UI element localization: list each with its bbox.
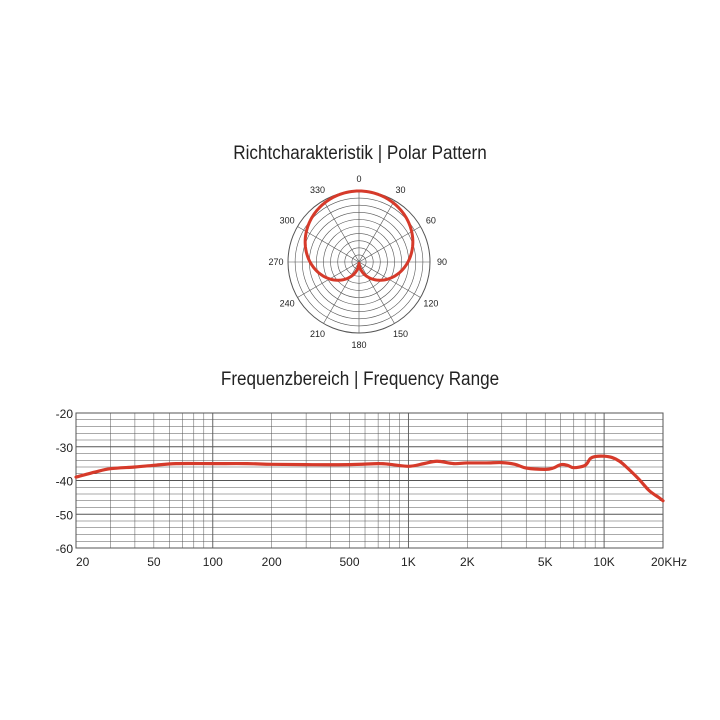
x-tick-label: 2K [460,555,475,569]
x-tick-label: 20KHz [651,555,687,569]
polar-angle-label: 90 [437,257,447,267]
polar-angle-label: 300 [280,216,295,226]
y-tick-label: -40 [56,475,74,489]
x-tick-label: 50 [147,555,161,569]
polar-angle-label: 150 [393,329,408,339]
polar-angle-label: 0 [356,174,361,184]
polar-angle-label: 210 [310,329,325,339]
freq-plot-border [75,412,664,549]
y-tick-label: -60 [56,542,74,556]
x-tick-label: 5K [538,555,553,569]
x-tick-label: 100 [203,555,223,569]
polar-grid-spoke [323,261,360,324]
y-tick-label: -50 [56,508,74,522]
polar-grid-spoke [358,200,395,263]
frequency-range-title: Frequenzbereich | Frequency Range [220,369,500,390]
polar-pattern-title: Richtcharakteristik | Polar Pattern [233,143,487,164]
polar-grid-spoke [358,261,395,324]
x-tick-label: 20 [76,555,90,569]
x-tick-label: 1K [401,555,416,569]
x-tick-label: 500 [339,555,359,569]
polar-grid-spoke [297,226,360,263]
polar-grid-spoke [358,226,421,263]
polar-pattern-curve [303,189,415,282]
polar-angle-label: 270 [268,257,283,267]
polar-angle-label: 60 [426,216,436,226]
polar-angle-label: 30 [395,185,405,195]
x-tick-label: 200 [262,555,282,569]
polar-angle-label: 180 [351,340,366,350]
y-tick-label: -30 [56,441,74,455]
frequency-response-line [74,454,665,503]
y-tick-label: -20 [56,407,74,421]
polar-angle-label: 120 [423,299,438,309]
polar-angle-label: 240 [280,299,295,309]
polar-grid-spoke [323,200,360,263]
x-tick-label: 10K [593,555,614,569]
polar-angle-label: 330 [310,185,325,195]
